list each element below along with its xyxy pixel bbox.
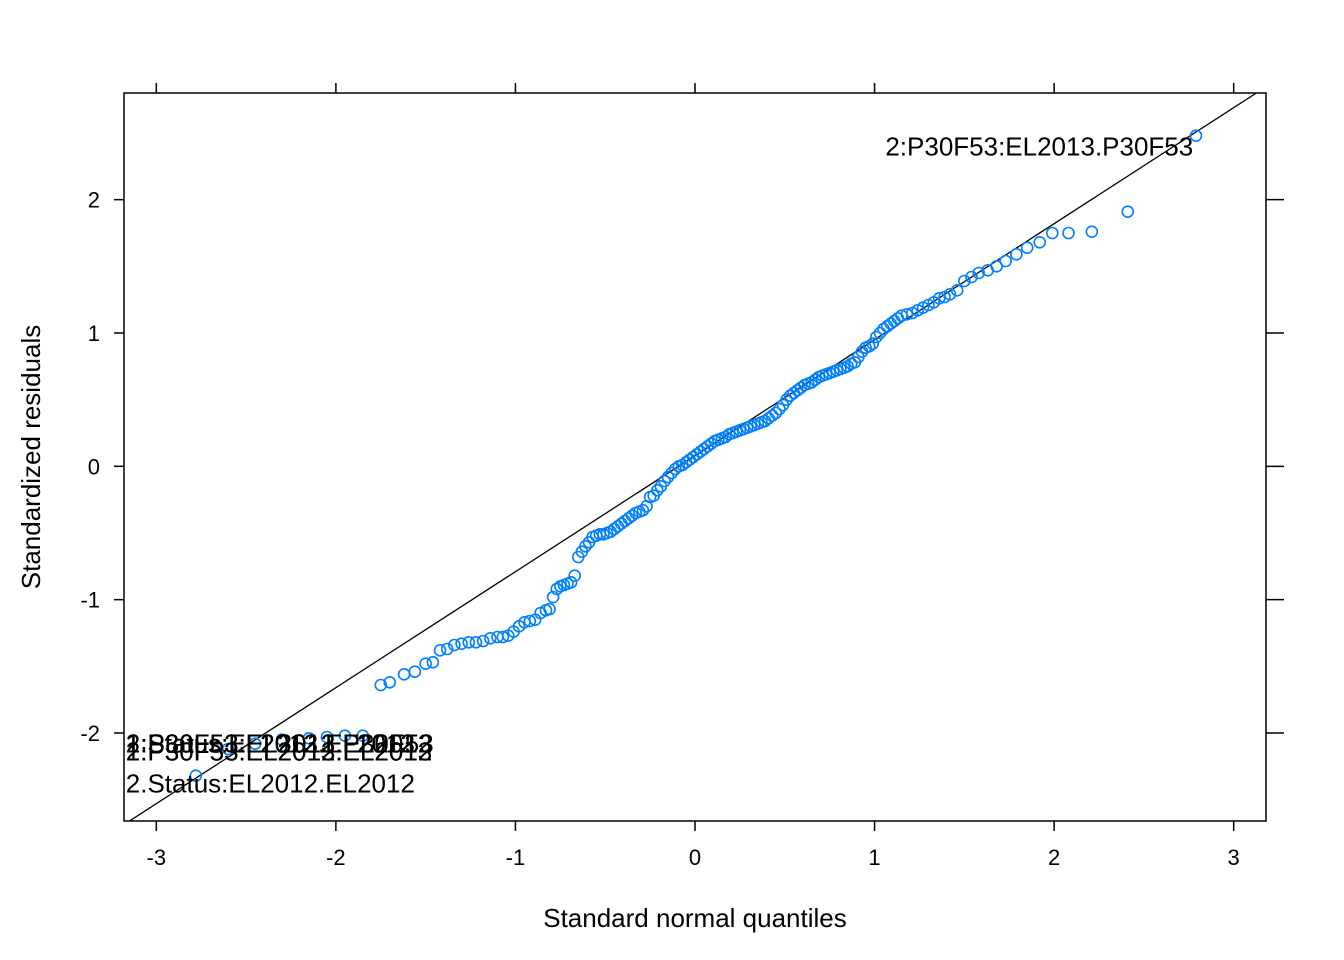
residual-point <box>765 409 779 422</box>
point-annotation: 2:P30F53:EL2012.EL2012 <box>126 737 432 767</box>
residual-point <box>950 284 964 297</box>
residual-point <box>448 638 461 652</box>
residual-point <box>650 484 664 497</box>
residual-point <box>1033 236 1047 249</box>
plot-frame <box>123 92 1267 822</box>
residual-point <box>1046 226 1059 240</box>
residual-point <box>550 582 564 596</box>
residual-point <box>972 266 986 280</box>
residual-point <box>1010 248 1023 261</box>
residual-point <box>397 668 411 681</box>
residual-point <box>455 637 468 650</box>
residual-point <box>408 665 422 678</box>
residual-point <box>661 470 675 484</box>
point-annotation: 2:P30F53:EL2013.P30F53 <box>126 729 434 759</box>
point-annotation: 2.Status:EL2012.EL2012 <box>126 769 415 799</box>
y-tick-label: 1 <box>88 321 100 346</box>
x-tick-label: -3 <box>147 845 167 870</box>
residual-point <box>189 769 203 782</box>
axis-ticks: -3 -2 -1 0 1 2 3 -2 -1 0 1 2 <box>80 83 1284 870</box>
x-axis-title: Standard normal quantiles <box>543 903 847 933</box>
x-tick-label: 0 <box>689 845 701 870</box>
residual-point <box>543 602 556 616</box>
residual-point <box>636 504 650 517</box>
residual-point <box>1020 241 1034 254</box>
residual-point <box>873 326 887 340</box>
point-annotation: 2:P30F53:EL2013.P30F53 <box>885 131 1193 161</box>
residual-point <box>356 729 370 742</box>
residual-point <box>476 634 490 648</box>
residual-point <box>419 657 432 670</box>
residual-point <box>462 636 476 649</box>
residual-point <box>625 509 639 522</box>
residual-point <box>719 430 732 444</box>
residual-point <box>958 274 971 288</box>
residual-point <box>426 656 440 669</box>
residual-point <box>773 402 786 416</box>
x-tick-label: 1 <box>868 845 880 870</box>
residual-point <box>383 676 397 689</box>
residual-point <box>546 590 560 604</box>
residual-point <box>1085 225 1099 238</box>
x-tick-label: 2 <box>1048 845 1060 870</box>
residual-point <box>496 630 510 644</box>
residual-point <box>221 742 235 756</box>
residual-point <box>374 678 388 692</box>
residual-point <box>870 330 883 344</box>
residual-point <box>900 308 914 321</box>
residual-point <box>320 730 334 744</box>
residual-point <box>579 540 592 553</box>
residual-point <box>943 288 957 301</box>
y-axis-title: Standardized residuals <box>16 325 46 590</box>
point-annotation: 1:P30F53:EL2013.EL2013 <box>126 737 432 767</box>
residual-point <box>1062 226 1075 240</box>
residual-point <box>484 632 497 645</box>
residual-point <box>1121 205 1135 218</box>
residual-point <box>440 642 454 656</box>
residual-point <box>275 733 289 746</box>
y-tick-label: -2 <box>80 721 100 746</box>
residual-point <box>1189 129 1203 142</box>
residual-point <box>932 292 946 305</box>
point-annotation: 1:Status:EL2012.EL2012 <box>126 729 415 759</box>
residual-point <box>866 337 880 350</box>
x-tick-label: -2 <box>326 845 346 870</box>
x-tick-label: 3 <box>1228 845 1240 870</box>
residual-point <box>769 406 783 420</box>
residual-point <box>668 462 682 476</box>
residual-point <box>794 381 808 394</box>
residual-point <box>469 636 483 649</box>
point-annotation: 1:P30F53:EL2012.EL2012 <box>126 729 432 759</box>
residual-point <box>338 729 352 742</box>
x-tick-label: -1 <box>506 845 526 870</box>
residual-point <box>523 614 537 628</box>
residual-point <box>999 254 1012 268</box>
point-annotations: 2:P30F53:EL2013.P30F531:Status:EL2013.EL… <box>126 131 1193 798</box>
reference-line-group <box>128 93 1258 821</box>
residual-point <box>704 437 718 450</box>
residual-point <box>658 474 671 488</box>
residual-point <box>665 466 678 480</box>
residual-point <box>841 360 854 373</box>
residual-point <box>965 270 978 284</box>
residual-point <box>809 373 822 386</box>
point-annotation: 1:Status:EL2013.EL2013 <box>126 729 415 759</box>
reference-line <box>128 93 1258 821</box>
y-tick-label: -1 <box>80 588 100 613</box>
residual-point <box>564 576 578 589</box>
residual-points <box>189 129 1203 782</box>
residual-point <box>248 737 262 750</box>
residual-point <box>433 644 447 657</box>
residual-point <box>568 569 581 582</box>
residual-point <box>302 732 316 745</box>
residual-point <box>780 393 793 406</box>
residual-point <box>990 260 1003 273</box>
y-tick-label: 0 <box>88 454 100 479</box>
y-tick-label: 2 <box>88 188 100 213</box>
residual-point <box>862 340 876 353</box>
